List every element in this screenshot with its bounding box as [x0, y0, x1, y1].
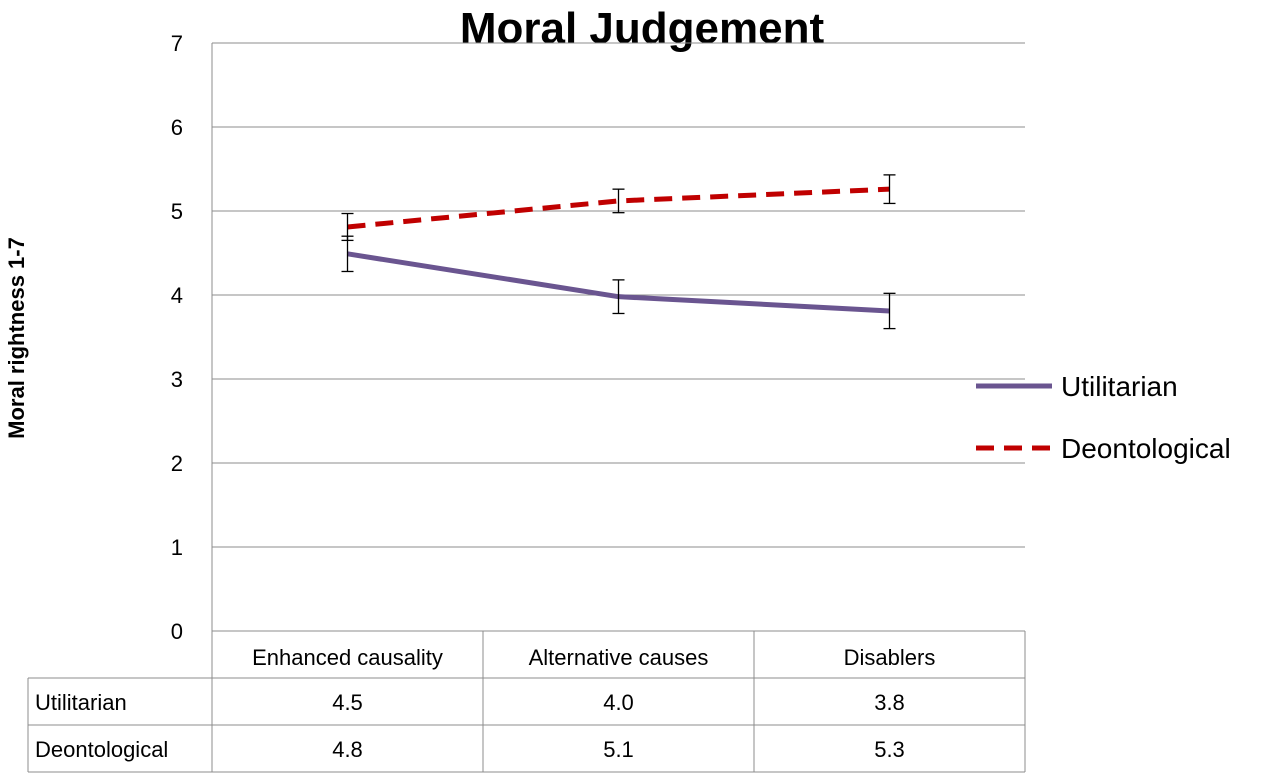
- table-cell: 5.3: [874, 737, 905, 762]
- y-tick-label-6: 6: [171, 115, 183, 140]
- y-tick-label-1: 1: [171, 535, 183, 560]
- y-tick-label-5: 5: [171, 199, 183, 224]
- chart-title: Moral Judgement: [460, 4, 825, 53]
- series-line-deontological: [347, 186, 890, 230]
- table-cell: 4.0: [603, 690, 634, 715]
- x-category-label: Disablers: [844, 645, 936, 670]
- x-category-label: Enhanced causality: [252, 645, 443, 670]
- table-cell: 5.1: [603, 737, 634, 762]
- x-category-label: Alternative causes: [529, 645, 709, 670]
- legend: Utilitarian Deontological: [976, 371, 1231, 464]
- y-axis-label: Moral rightness 1-7: [4, 237, 29, 439]
- y-tick-label-7: 7: [171, 31, 183, 56]
- legend-label-utilitarian: Utilitarian: [1061, 371, 1178, 402]
- series-lines: [341, 174, 896, 330]
- y-tick-label-0: 0: [171, 619, 183, 644]
- table-row-header: Deontological: [35, 737, 168, 762]
- y-tick-label-4: 4: [171, 283, 183, 308]
- table-cell: 4.8: [332, 737, 363, 762]
- y-tick-labels: 0 1 2 3 4 5 6 7: [171, 31, 183, 644]
- data-table: Enhanced causality Alternative causes Disa…: [27, 43, 1026, 773]
- y-tick-label-3: 3: [171, 367, 183, 392]
- table-row-header: Utilitarian: [35, 690, 127, 715]
- legend-label-deontological: Deontological: [1061, 433, 1231, 464]
- table-cell: 4.5: [332, 690, 363, 715]
- y-tick-label-2: 2: [171, 451, 183, 476]
- table-cell: 3.8: [874, 690, 905, 715]
